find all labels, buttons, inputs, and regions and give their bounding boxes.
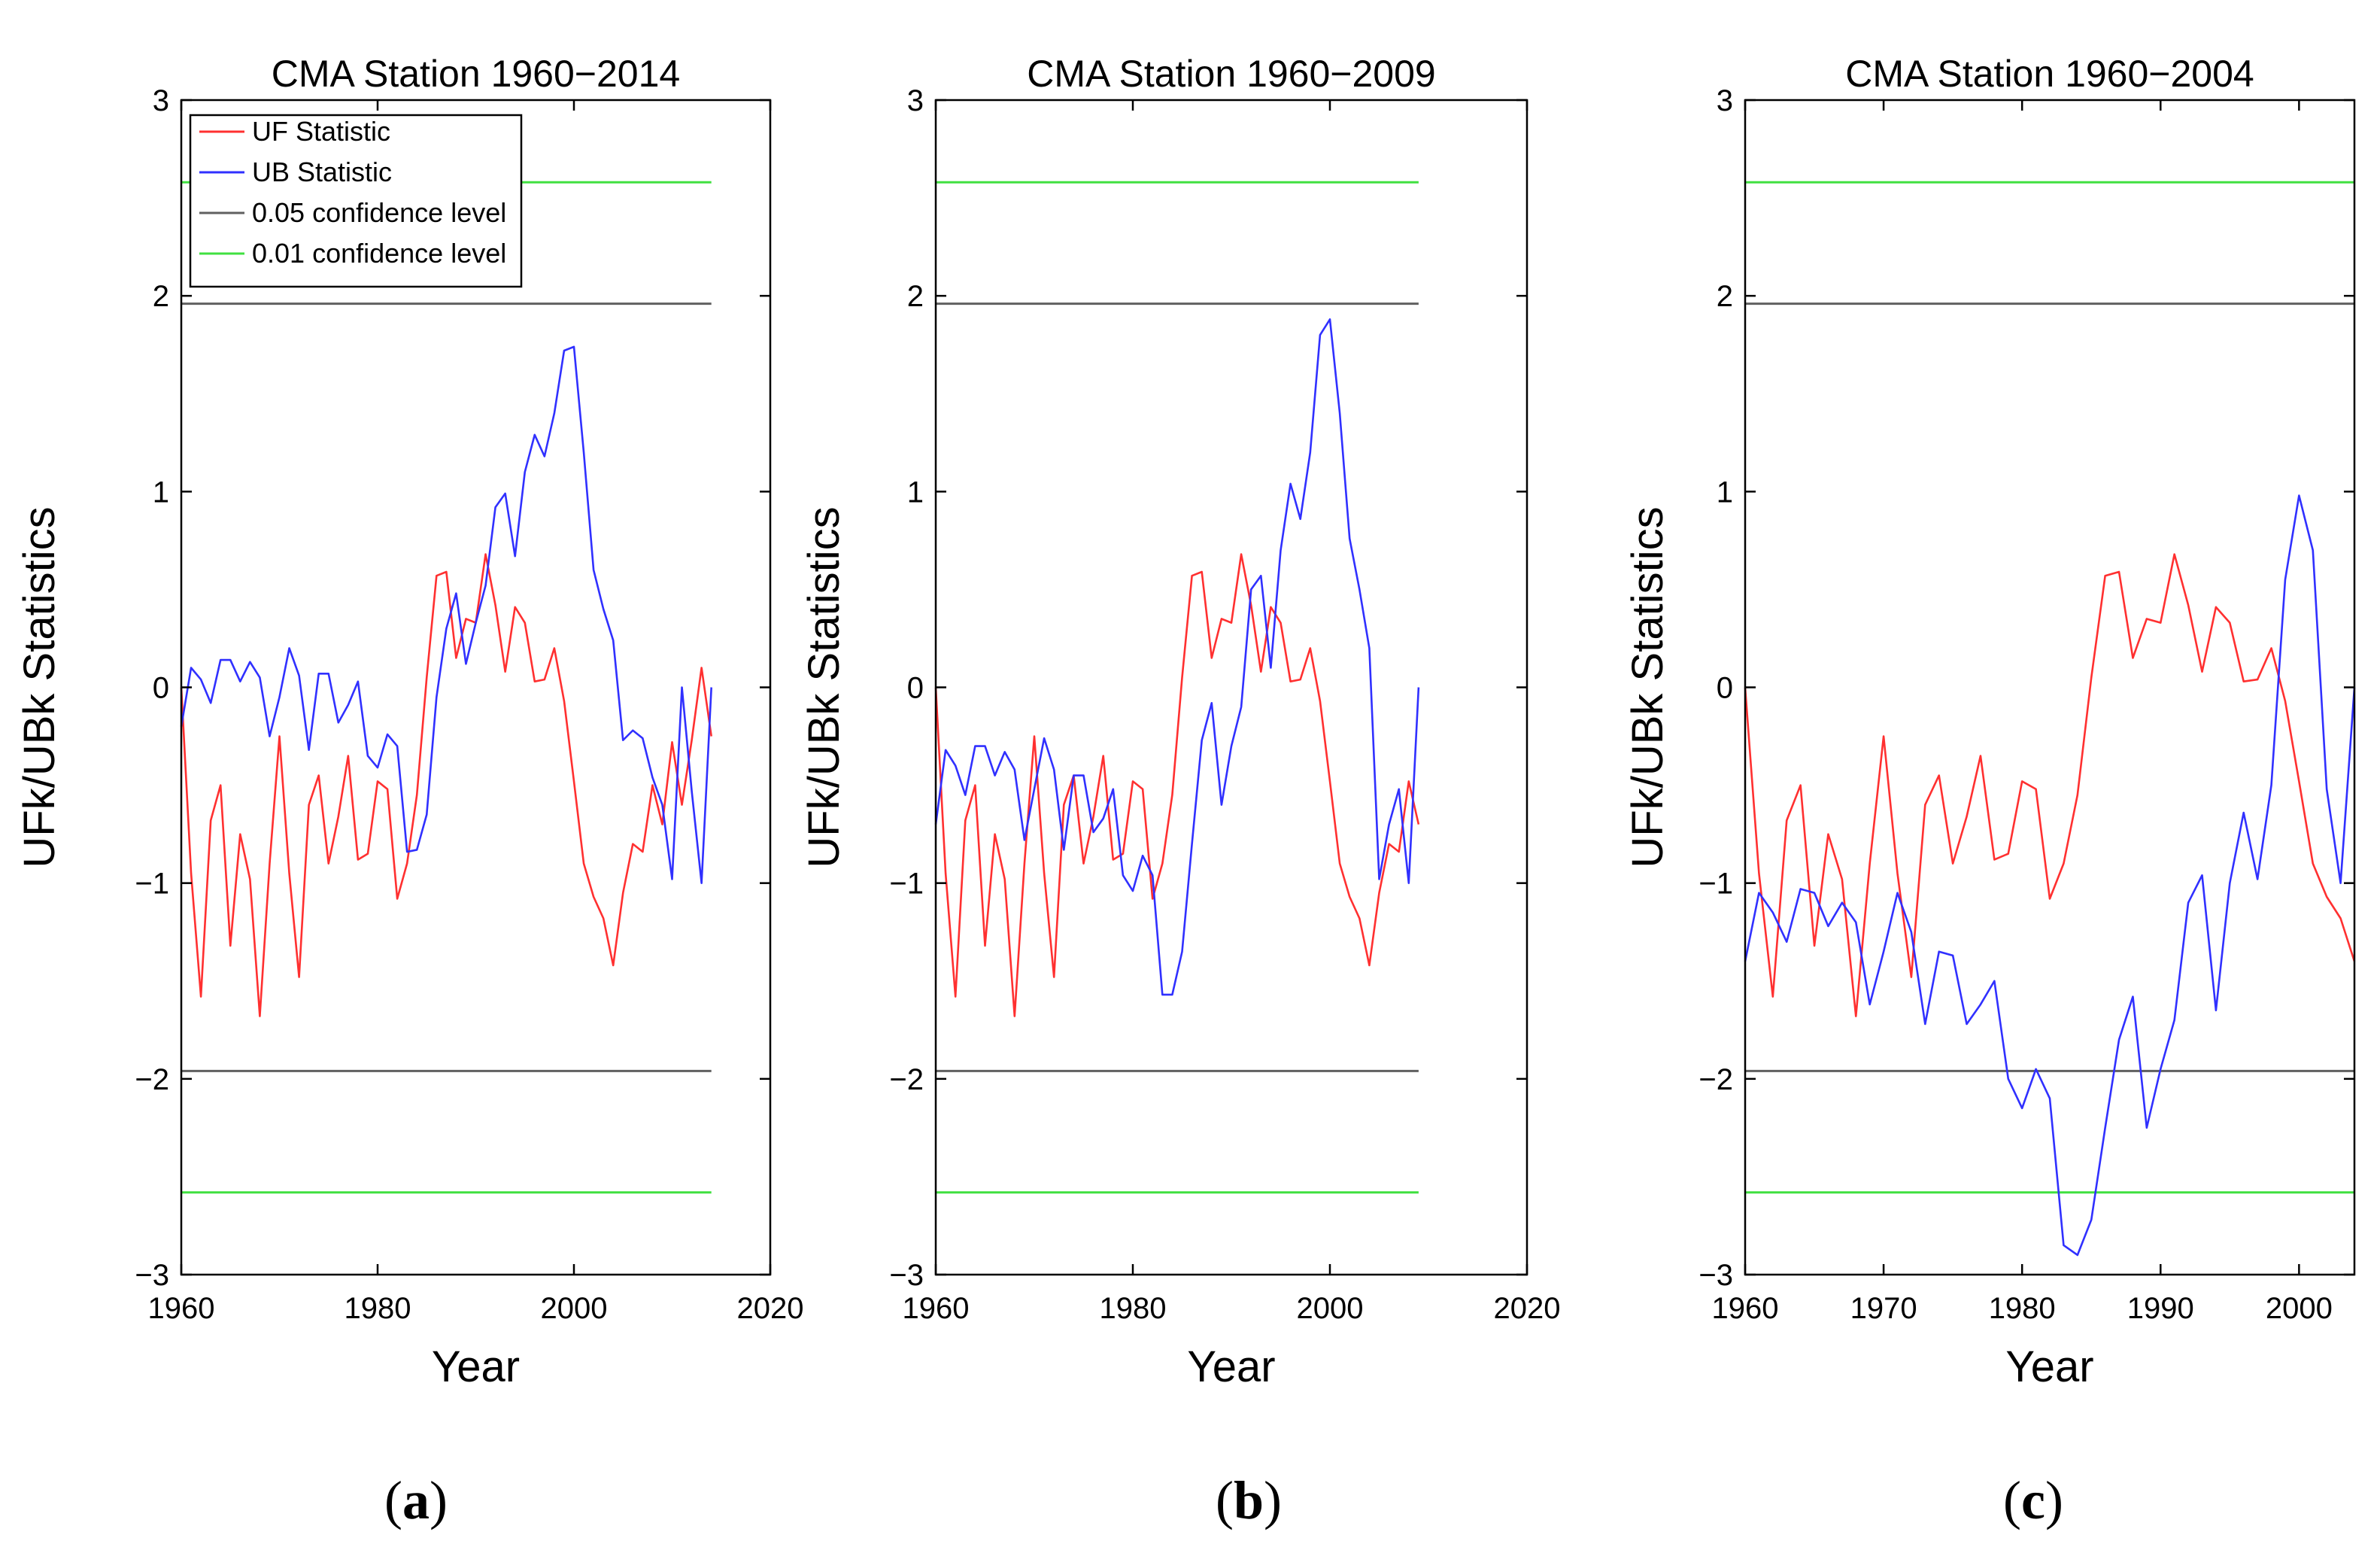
y-tick-label: 1 [907,476,924,509]
y-tick-label: −3 [1698,1259,1733,1292]
x-tick-label: 1960 [1712,1292,1779,1325]
x-tick-label: 2000 [2266,1292,2333,1325]
x-tick-label: 2000 [541,1292,608,1325]
y-tick-label: −3 [889,1259,924,1292]
y-axis-label: UFk/UBk Statistics [1623,506,1672,868]
subfigure-label-open: ( [384,1470,402,1530]
y-tick-label: 3 [907,84,924,117]
legend: UF Statistic UB Statistic 0.05 confidence … [189,114,523,288]
x-axis-label: Year [1187,1342,1275,1391]
subfigure-label-close: ) [2045,1470,2063,1530]
x-tick-label: 2020 [1494,1292,1561,1325]
y-tick-label: −1 [889,868,924,901]
y-tick-label: 3 [153,84,169,117]
uf-statistic-line [180,553,712,1017]
y-tick-label: 2 [153,280,169,313]
subfigure-label-letter: a [402,1470,430,1530]
y-tick-label: −1 [135,868,169,901]
y-tick-label: −2 [889,1063,924,1096]
subfigure-label: (a) [384,1470,448,1530]
x-tick-label: 1990 [2127,1292,2194,1325]
legend-label: UB Statistic [252,157,392,187]
y-axis-label: UFk/UBk Statistics [800,506,848,868]
ub-statistic-line [1744,494,2356,1257]
axes-frame [934,99,1528,1276]
subfigure-label-close: ) [1264,1470,1282,1530]
x-tick-label: 1970 [1850,1292,1917,1325]
subfigure-label-close: ) [430,1470,448,1530]
panel-c: −3 −2 −1 0 1 2 3 1960 1970 1980 1990 2000 CMA Statio… [1623,53,2356,1530]
x-tick-label: 1960 [903,1292,970,1325]
x-tick-label: 1980 [1100,1292,1167,1325]
x-axis-label: Year [2005,1342,2093,1391]
uf-statistic-line [934,553,1420,1017]
y-tick-label: 2 [1717,280,1733,313]
y-tick-label: −1 [1698,868,1733,901]
subfigure-label-letter: c [2021,1470,2045,1530]
x-tick-label: 1980 [1989,1292,2056,1325]
panel-title: CMA Station 1960−2014 [272,53,680,95]
panel-title: CMA Station 1960−2009 [1027,53,1435,95]
subfigure-label-open: ( [2003,1470,2021,1530]
ub-statistic-line [180,345,712,884]
y-tick-label: 2 [907,280,924,313]
x-tick-label: 2000 [1297,1292,1364,1325]
uf-statistic-line [1744,553,2356,1017]
legend-label: 0.01 confidence level [252,238,506,269]
y-tick-label: 1 [1717,476,1733,509]
y-axis-label: UFk/UBk Statistics [15,506,64,868]
subfigure-label: (b) [1216,1470,1282,1530]
legend-box [189,114,523,288]
x-axis-label: Year [432,1342,520,1391]
panel-a: −3 −2 −1 0 1 2 3 1960 1980 2000 2020 CMA Station 19… [15,53,803,1530]
y-tick-label: 0 [1717,672,1733,705]
y-tick-label: 0 [907,672,924,705]
y-tick-label: 1 [153,476,169,509]
x-tick-label: 1960 [148,1292,215,1325]
subfigure-label-letter: b [1234,1470,1264,1530]
y-tick-label: 0 [153,672,169,705]
panel-title: CMA Station 1960−2004 [1845,53,2254,95]
y-tick-label: −3 [135,1259,169,1292]
y-tick-label: −2 [1698,1063,1733,1096]
panel-b: −3 −2 −1 0 1 2 3 1960 1980 2000 2020 CMA Station 19… [800,53,1560,1530]
subfigure-label-open: ( [1216,1470,1234,1530]
subfigure-label: (c) [2003,1470,2063,1530]
x-tick-label: 2020 [737,1292,804,1325]
ub-statistic-line [934,318,1420,996]
x-tick-label: 1980 [345,1292,411,1325]
y-tick-label: −2 [135,1063,169,1096]
y-tick-label: 3 [1717,84,1733,117]
legend-label: 0.05 confidence level [252,197,506,228]
legend-label: UF Statistic [252,116,390,147]
